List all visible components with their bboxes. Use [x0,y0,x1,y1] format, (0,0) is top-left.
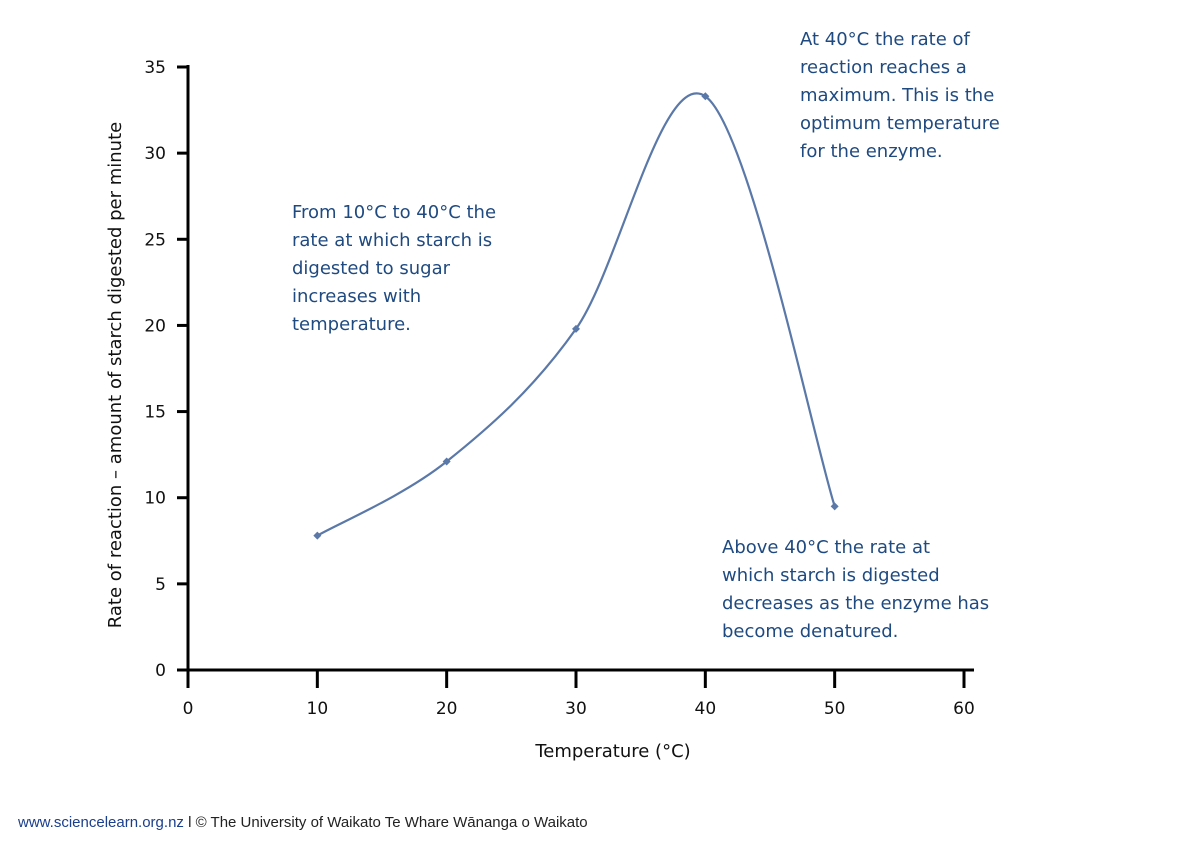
data-point [830,502,839,511]
footer: www.sciencelearn.org.nz l © The Universi… [18,814,588,831]
x-tick-label: 20 [436,699,458,719]
data-point [442,457,451,466]
x-tick-label: 30 [565,699,587,719]
annotation-line: increases with [292,286,422,307]
annotation-line: temperature. [292,314,411,335]
annotation-line: digested to sugar [292,258,451,279]
annotation-line: which starch is digested [722,565,940,586]
annotation-increase: From 10°C to 40°C the rate at which starc… [292,199,496,339]
y-tick-label: 5 [155,575,166,595]
y-axis-ticks: 0 5 10 15 20 25 30 35 [144,58,188,681]
y-tick-label: 25 [144,230,166,250]
annotation-denatured: Above 40°C the rate at which starch is di… [722,534,989,646]
annotation-line: At 40°C the rate of [800,29,970,50]
x-tick-label: 10 [307,699,329,719]
x-tick-label: 40 [695,699,717,719]
annotation-line: rate at which starch is [292,230,493,251]
y-tick-label: 10 [144,489,166,509]
y-tick-label: 20 [144,316,166,336]
annotation-line: decreases as the enzyme has [722,593,990,614]
annotation-optimum: At 40°C the rate of reaction reaches a max… [800,26,1000,166]
annotation-line: maximum. This is the [800,85,995,106]
x-tick-label: 60 [953,699,975,719]
x-axis-title: Temperature (°C) [534,741,690,762]
y-tick-label: 30 [144,144,166,164]
data-point [701,92,710,101]
footer-link[interactable]: www.sciencelearn.org.nz [18,814,184,831]
y-axis-title: Rate of reaction – amount of starch dige… [105,122,126,628]
footer-copyright: l © The University of Waikato Te Whare W… [183,814,588,831]
annotation-line: optimum temperature [800,113,1000,134]
x-tick-label: 50 [824,699,846,719]
y-tick-label: 0 [155,661,166,681]
y-tick-label: 35 [144,58,166,78]
data-point [572,324,580,333]
annotation-line: Above 40°C the rate at [722,537,931,558]
annotation-line: From 10°C to 40°C the [292,202,497,223]
x-axis-ticks: 0 10 20 30 40 50 60 [183,670,975,719]
data-points [313,92,839,540]
annotation-line: become denatured. [722,621,899,642]
y-tick-label: 15 [144,403,166,423]
annotation-line: reaction reaches a [800,57,967,78]
annotation-line: for the enzyme. [800,141,943,162]
series-line [316,92,836,537]
data-point [313,531,322,540]
x-tick-label: 0 [183,699,194,719]
